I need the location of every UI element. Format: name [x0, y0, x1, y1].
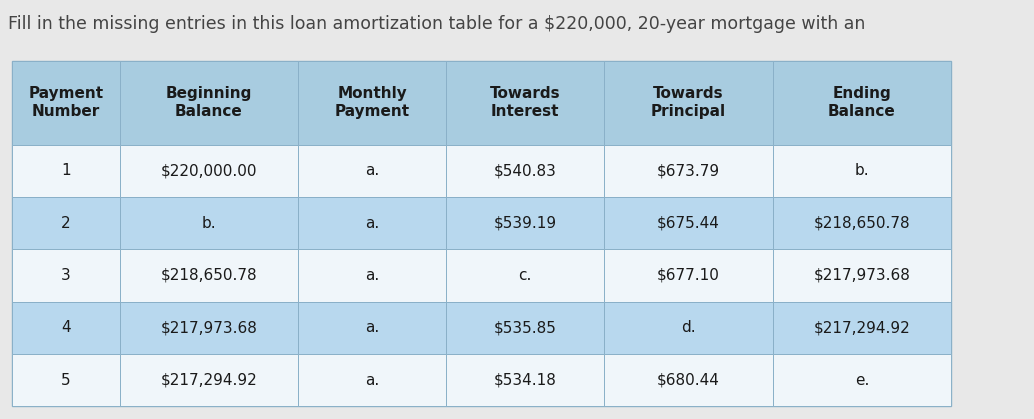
- Bar: [772, 197, 951, 249]
- Bar: [772, 61, 951, 145]
- Bar: [12, 249, 120, 302]
- Text: $539.19: $539.19: [493, 216, 556, 230]
- Bar: [12, 302, 120, 354]
- Text: 3: 3: [61, 268, 71, 283]
- Text: 4: 4: [61, 321, 70, 335]
- Bar: [120, 249, 298, 302]
- Text: 1: 1: [61, 163, 70, 178]
- Text: a.: a.: [365, 268, 379, 283]
- Bar: [604, 61, 772, 145]
- Text: b.: b.: [202, 216, 216, 230]
- Bar: [446, 302, 604, 354]
- Text: Monthly
Payment: Monthly Payment: [335, 86, 409, 119]
- Bar: [12, 61, 120, 145]
- Bar: [12, 145, 120, 197]
- Text: $675.44: $675.44: [657, 216, 720, 230]
- Text: $218,650.78: $218,650.78: [814, 216, 910, 230]
- Bar: [604, 354, 772, 406]
- Bar: [446, 197, 604, 249]
- Text: a.: a.: [365, 216, 379, 230]
- Bar: [604, 197, 772, 249]
- Bar: [772, 354, 951, 406]
- Text: b.: b.: [855, 163, 870, 178]
- Text: c.: c.: [518, 268, 531, 283]
- Bar: [772, 249, 951, 302]
- Text: a.: a.: [365, 321, 379, 335]
- Text: e.: e.: [855, 373, 870, 388]
- Bar: [298, 145, 446, 197]
- Text: a.: a.: [365, 373, 379, 388]
- Text: Towards
Principal: Towards Principal: [651, 86, 726, 119]
- Text: Payment
Number: Payment Number: [28, 86, 103, 119]
- Text: $677.10: $677.10: [657, 268, 720, 283]
- Bar: [446, 354, 604, 406]
- Bar: [12, 354, 120, 406]
- Text: $218,650.78: $218,650.78: [160, 268, 257, 283]
- Text: 2: 2: [61, 216, 70, 230]
- Bar: [772, 145, 951, 197]
- Bar: [120, 61, 298, 145]
- Text: a.: a.: [365, 163, 379, 178]
- Bar: [604, 302, 772, 354]
- Text: Towards
Interest: Towards Interest: [490, 86, 560, 119]
- Text: 5: 5: [61, 373, 70, 388]
- Bar: [12, 61, 951, 406]
- Bar: [120, 145, 298, 197]
- Bar: [12, 197, 120, 249]
- Text: Fill in the missing entries in this loan amortization table for a $220,000, 20-y: Fill in the missing entries in this loan…: [8, 15, 865, 33]
- Bar: [604, 145, 772, 197]
- Text: $217,973.68: $217,973.68: [160, 321, 257, 335]
- Bar: [120, 354, 298, 406]
- Text: $680.44: $680.44: [657, 373, 720, 388]
- Bar: [298, 61, 446, 145]
- Text: Beginning
Balance: Beginning Balance: [165, 86, 252, 119]
- Bar: [772, 302, 951, 354]
- Text: Ending
Balance: Ending Balance: [828, 86, 895, 119]
- Bar: [298, 302, 446, 354]
- Bar: [120, 197, 298, 249]
- Text: $220,000.00: $220,000.00: [160, 163, 257, 178]
- Text: $673.79: $673.79: [657, 163, 720, 178]
- Bar: [298, 249, 446, 302]
- Bar: [446, 249, 604, 302]
- Text: $217,294.92: $217,294.92: [814, 321, 910, 335]
- Text: d.: d.: [681, 321, 696, 335]
- Bar: [604, 249, 772, 302]
- Text: $540.83: $540.83: [494, 163, 556, 178]
- Text: $534.18: $534.18: [494, 373, 556, 388]
- Bar: [298, 354, 446, 406]
- Bar: [298, 197, 446, 249]
- Text: $217,294.92: $217,294.92: [160, 373, 257, 388]
- Text: $217,973.68: $217,973.68: [814, 268, 910, 283]
- Text: $535.85: $535.85: [494, 321, 556, 335]
- Bar: [446, 145, 604, 197]
- Bar: [446, 61, 604, 145]
- Bar: [120, 302, 298, 354]
